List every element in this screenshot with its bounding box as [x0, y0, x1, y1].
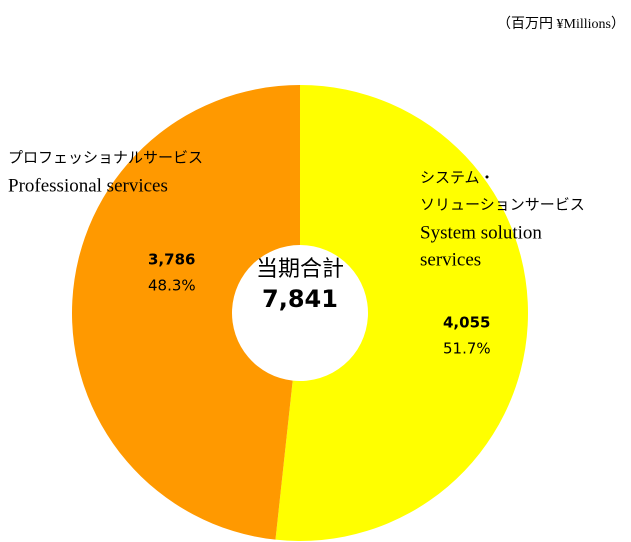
label-ja: システム・ [420, 169, 495, 187]
label-ja: ソリューションサービス [420, 196, 585, 214]
value-label: 3,786 [148, 251, 195, 269]
label-ja: プロフェッショナルサービス [8, 149, 203, 167]
label-en: services [420, 249, 481, 270]
donut-slice [71, 85, 301, 540]
label-en: Professional services [8, 175, 168, 196]
center-title: 当期合計 [256, 257, 344, 282]
percent-label: 51.7% [443, 340, 491, 358]
percent-label: 48.3% [148, 277, 196, 295]
value-label: 4,055 [443, 314, 490, 332]
center-total: 7,841 [262, 285, 338, 313]
unit-label: （百万円 ¥Millions） [497, 16, 625, 32]
label-en: System solution [420, 222, 542, 243]
donut-slice [275, 85, 528, 541]
